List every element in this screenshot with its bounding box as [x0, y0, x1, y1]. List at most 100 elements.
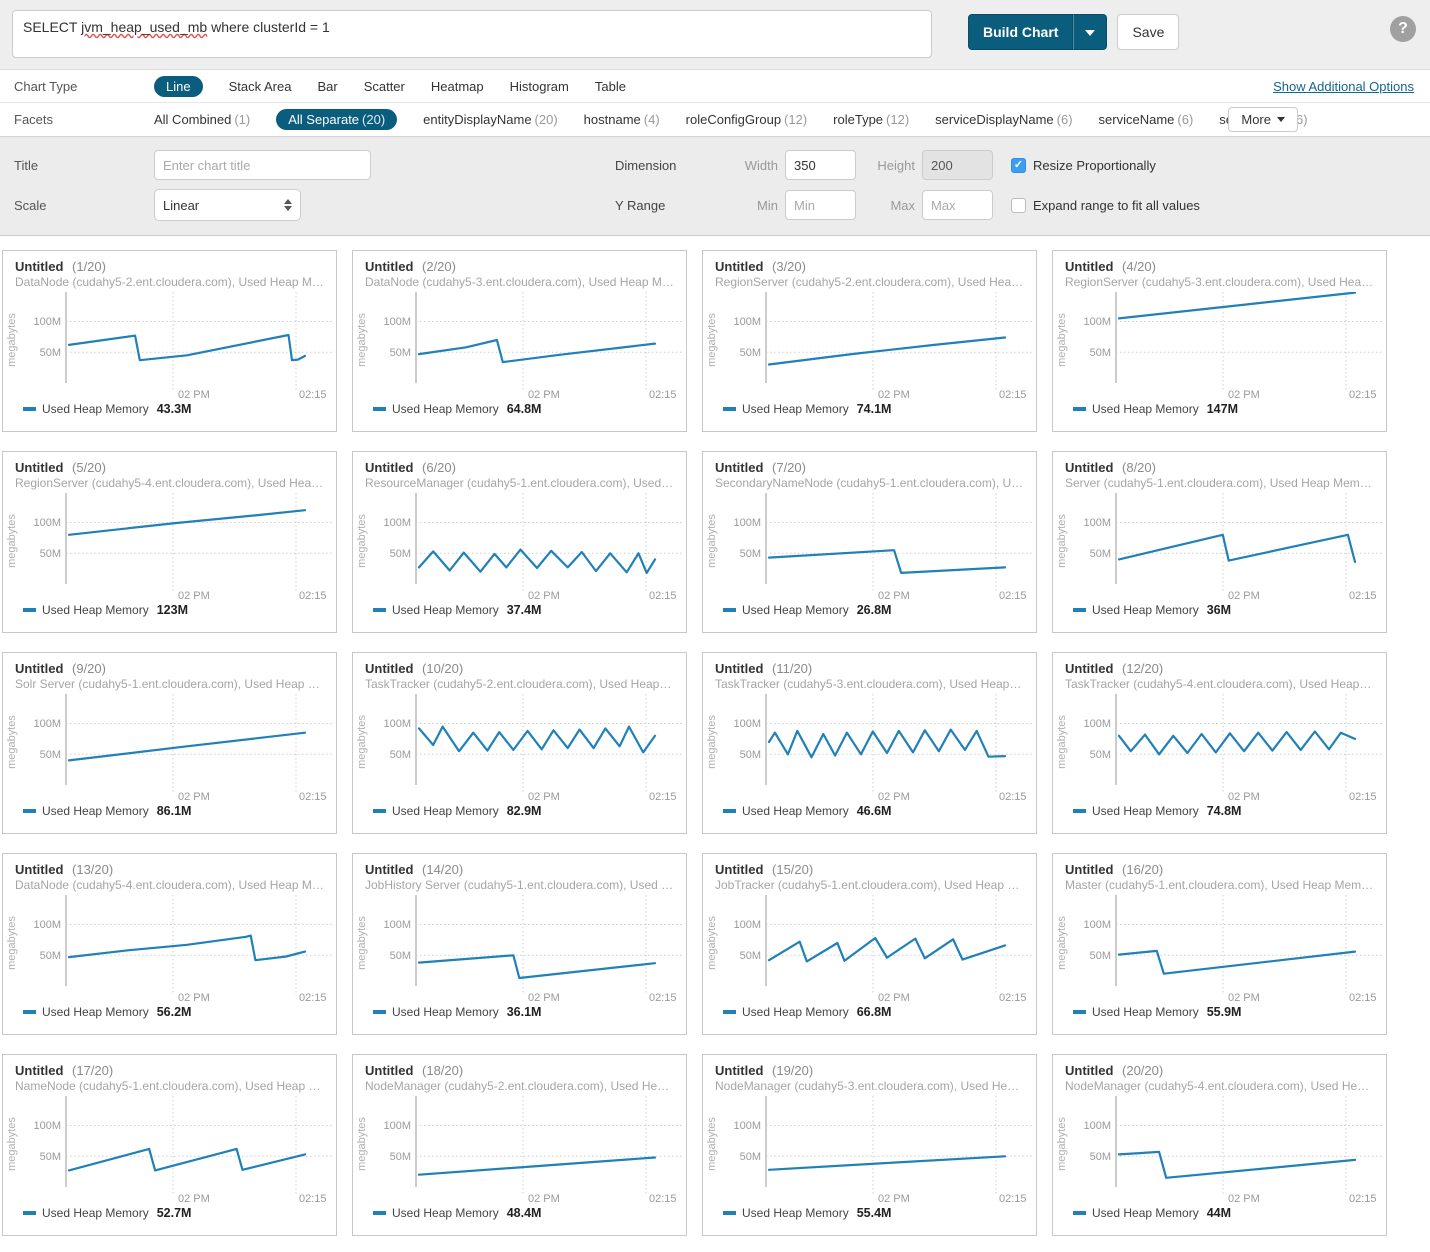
legend-label: Used Heap Memory [42, 804, 149, 818]
line-chart-plot[interactable]: 100M 50M 02 PM 02:15 megabytes [353, 1096, 687, 1208]
chart-card[interactable]: Untitled (10/20) TaskTracker (cudahy5-2.… [352, 652, 687, 834]
chart-type-option-scatter[interactable]: Scatter [363, 78, 405, 94]
chart-card[interactable]: Untitled (6/20) ResourceManager (cudahy5… [352, 451, 687, 633]
chart-card[interactable]: Untitled (19/20) NodeManager (cudahy5-3.… [702, 1054, 1037, 1236]
line-chart-plot[interactable]: 100M 50M 02 PM 02:15 megabytes [1053, 694, 1387, 806]
legend-swatch-icon [1073, 1211, 1086, 1215]
line-chart-plot[interactable]: 100M 50M 02 PM 02:15 megabytes [353, 493, 687, 605]
y-axis-label: megabytes [706, 1117, 718, 1171]
line-chart-plot[interactable]: 100M 50M 02 PM 02:15 megabytes [353, 895, 687, 1007]
chart-type-option-stack-area[interactable]: Stack Area [228, 78, 292, 94]
dimension-label: Dimension [615, 157, 677, 173]
line-chart-plot[interactable]: 100M 50M 02 PM 02:15 megabytes [353, 292, 687, 404]
line-chart-plot[interactable]: 100M 50M 02 PM 02:15 megabytes [703, 1096, 1037, 1208]
chart-type-option-line[interactable]: Line [154, 75, 203, 97]
facet-option-entitydisplayname[interactable]: entityDisplayName (20) [423, 112, 558, 127]
line-chart-plot[interactable]: 100M 50M 02 PM 02:15 megabytes [1053, 1096, 1387, 1208]
chart-card[interactable]: Untitled (20/20) NodeManager (cudahy5-4.… [1052, 1054, 1387, 1236]
chart-card[interactable]: Untitled (18/20) NodeManager (cudahy5-2.… [352, 1054, 687, 1236]
legend-swatch-icon [723, 1010, 736, 1014]
chart-subtitle: DataNode (cudahy5-3.ent.cloudera.com), U… [365, 275, 686, 289]
chart-card[interactable]: Untitled (8/20) Server (cudahy5-1.ent.cl… [1052, 451, 1387, 633]
x-tick-02pm: 02 PM [178, 992, 210, 1004]
facet-option-all-combined[interactable]: All Combined (1) [154, 112, 250, 127]
width-input[interactable] [785, 150, 856, 180]
chart-card[interactable]: Untitled (11/20) TaskTracker (cudahy5-3.… [702, 652, 1037, 834]
chart-card[interactable]: Untitled (12/20) TaskTracker (cudahy5-4.… [1052, 652, 1387, 834]
facet-option-servicedisplayname[interactable]: serviceDisplayName (6) [935, 112, 1072, 127]
chart-type-option-heatmap[interactable]: Heatmap [430, 78, 484, 94]
chart-card[interactable]: Untitled (1/20) DataNode (cudahy5-2.ent.… [2, 250, 337, 432]
x-tick-02pm: 02 PM [1228, 590, 1260, 602]
chart-type-option-table[interactable]: Table [594, 78, 626, 94]
y-tick-50m: 50M [740, 749, 761, 761]
facet-option-all-separate[interactable]: All Separate (20) [276, 109, 398, 130]
y-tick-100m: 100M [1083, 919, 1111, 931]
scale-select[interactable]: Linear [154, 189, 301, 221]
y-max-input[interactable] [922, 190, 993, 220]
chart-card[interactable]: Untitled (17/20) NameNode (cudahy5-1.ent… [2, 1054, 337, 1236]
chart-type-option-bar[interactable]: Bar [317, 78, 338, 94]
facet-count: (1) [234, 112, 251, 127]
build-chart-dropdown-button[interactable] [1073, 14, 1108, 50]
build-chart-button[interactable]: Build Chart [968, 14, 1074, 50]
expand-range-checkbox[interactable] [1011, 197, 1026, 213]
chart-subtitle: TaskTracker (cudahy5-4.ent.cloudera.com)… [1065, 677, 1386, 691]
line-chart-plot[interactable]: 100M 50M 02 PM 02:15 megabytes [1053, 292, 1387, 404]
chart-card[interactable]: Untitled (9/20) Solr Server (cudahy5-1.e… [2, 652, 337, 834]
chart-card[interactable]: Untitled (7/20) SecondaryNameNode (cudah… [702, 451, 1037, 633]
chart-title: Untitled [365, 460, 414, 475]
series-line [767, 549, 1007, 575]
line-chart-plot[interactable]: 100M 50M 02 PM 02:15 megabytes [1053, 895, 1387, 1007]
line-chart-plot[interactable]: 100M 50M 02 PM 02:15 megabytes [703, 895, 1037, 1007]
chart-card[interactable]: Untitled (14/20) JobHistory Server (cuda… [352, 853, 687, 1035]
y-tick-100m: 100M [383, 919, 411, 931]
help-icon[interactable]: ? [1390, 16, 1416, 42]
facet-option-roletype[interactable]: roleType (12) [833, 112, 909, 127]
facet-option-hostname[interactable]: hostname (4) [584, 112, 660, 127]
show-additional-options-link[interactable]: Show Additional Options [1273, 78, 1414, 94]
line-chart-plot[interactable]: 100M 50M 02 PM 02:15 megabytes [3, 493, 337, 605]
y-min-input[interactable] [785, 190, 856, 220]
line-chart-plot[interactable]: 100M 50M 02 PM 02:15 megabytes [1053, 493, 1387, 605]
series-line [1117, 730, 1357, 756]
chart-card[interactable]: Untitled (4/20) RegionServer (cudahy5-3.… [1052, 250, 1387, 432]
chart-card[interactable]: Untitled (3/20) RegionServer (cudahy5-2.… [702, 250, 1037, 432]
chart-card[interactable]: Untitled (16/20) Master (cudahy5-1.ent.c… [1052, 853, 1387, 1035]
chart-type-label: Chart Type [14, 78, 78, 94]
line-chart-plot[interactable]: 100M 50M 02 PM 02:15 megabytes [703, 292, 1037, 404]
line-chart-plot[interactable]: 100M 50M 02 PM 02:15 megabytes [3, 895, 337, 1007]
y-tick-50m: 50M [390, 1151, 411, 1163]
more-facets-button[interactable]: More [1228, 107, 1298, 132]
line-chart-plot[interactable]: 100M 50M 02 PM 02:15 megabytes [703, 694, 1037, 806]
line-chart-plot[interactable]: 100M 50M 02 PM 02:15 megabytes [3, 292, 337, 404]
legend-value: 44M [1206, 1206, 1232, 1220]
chart-card[interactable]: Untitled (13/20) DataNode (cudahy5-4.ent… [2, 853, 337, 1035]
facet-option-servicename[interactable]: serviceName (6) [1099, 112, 1194, 127]
legend-label: Used Heap Memory [1092, 603, 1199, 617]
facet-option-roleconfiggroup[interactable]: roleConfigGroup (12) [686, 112, 808, 127]
line-chart-plot[interactable]: 100M 50M 02 PM 02:15 megabytes [3, 694, 337, 806]
resize-proportionally-checkbox[interactable]: ✓ [1011, 157, 1026, 173]
series-line [1117, 1150, 1357, 1179]
chart-subtitle: RegionServer (cudahy5-2.ent.cloudera.com… [715, 275, 1036, 289]
query-input[interactable]: SELECT jvm_heap_used_mb where clusterId … [12, 10, 932, 58]
chart-count: (2/20) [422, 259, 456, 274]
chart-type-option-histogram[interactable]: Histogram [509, 78, 569, 94]
line-chart-plot[interactable]: 100M 50M 02 PM 02:15 megabytes [703, 493, 1037, 605]
line-chart-plot[interactable]: 100M 50M 02 PM 02:15 megabytes [353, 694, 687, 806]
chart-card[interactable]: Untitled (2/20) DataNode (cudahy5-3.ent.… [352, 250, 687, 432]
chart-title-input[interactable] [154, 150, 371, 180]
y-axis-label: megabytes [356, 514, 368, 568]
chart-title: Untitled [15, 259, 64, 274]
chart-card[interactable]: Untitled (5/20) RegionServer (cudahy5-4.… [2, 451, 337, 633]
line-chart-plot[interactable]: 100M 50M 02 PM 02:15 megabytes [3, 1096, 337, 1208]
y-tick-50m: 50M [740, 1151, 761, 1163]
save-button[interactable]: Save [1117, 14, 1180, 50]
legend-swatch-icon [23, 608, 36, 612]
legend-value: 66.8M [856, 1005, 892, 1019]
chart-card[interactable]: Untitled (15/20) JobTracker (cudahy5-1.e… [702, 853, 1037, 1035]
title-label: Title [14, 157, 39, 173]
y-axis-label: megabytes [706, 313, 718, 367]
x-tick-0215: 02:15 [649, 791, 677, 803]
